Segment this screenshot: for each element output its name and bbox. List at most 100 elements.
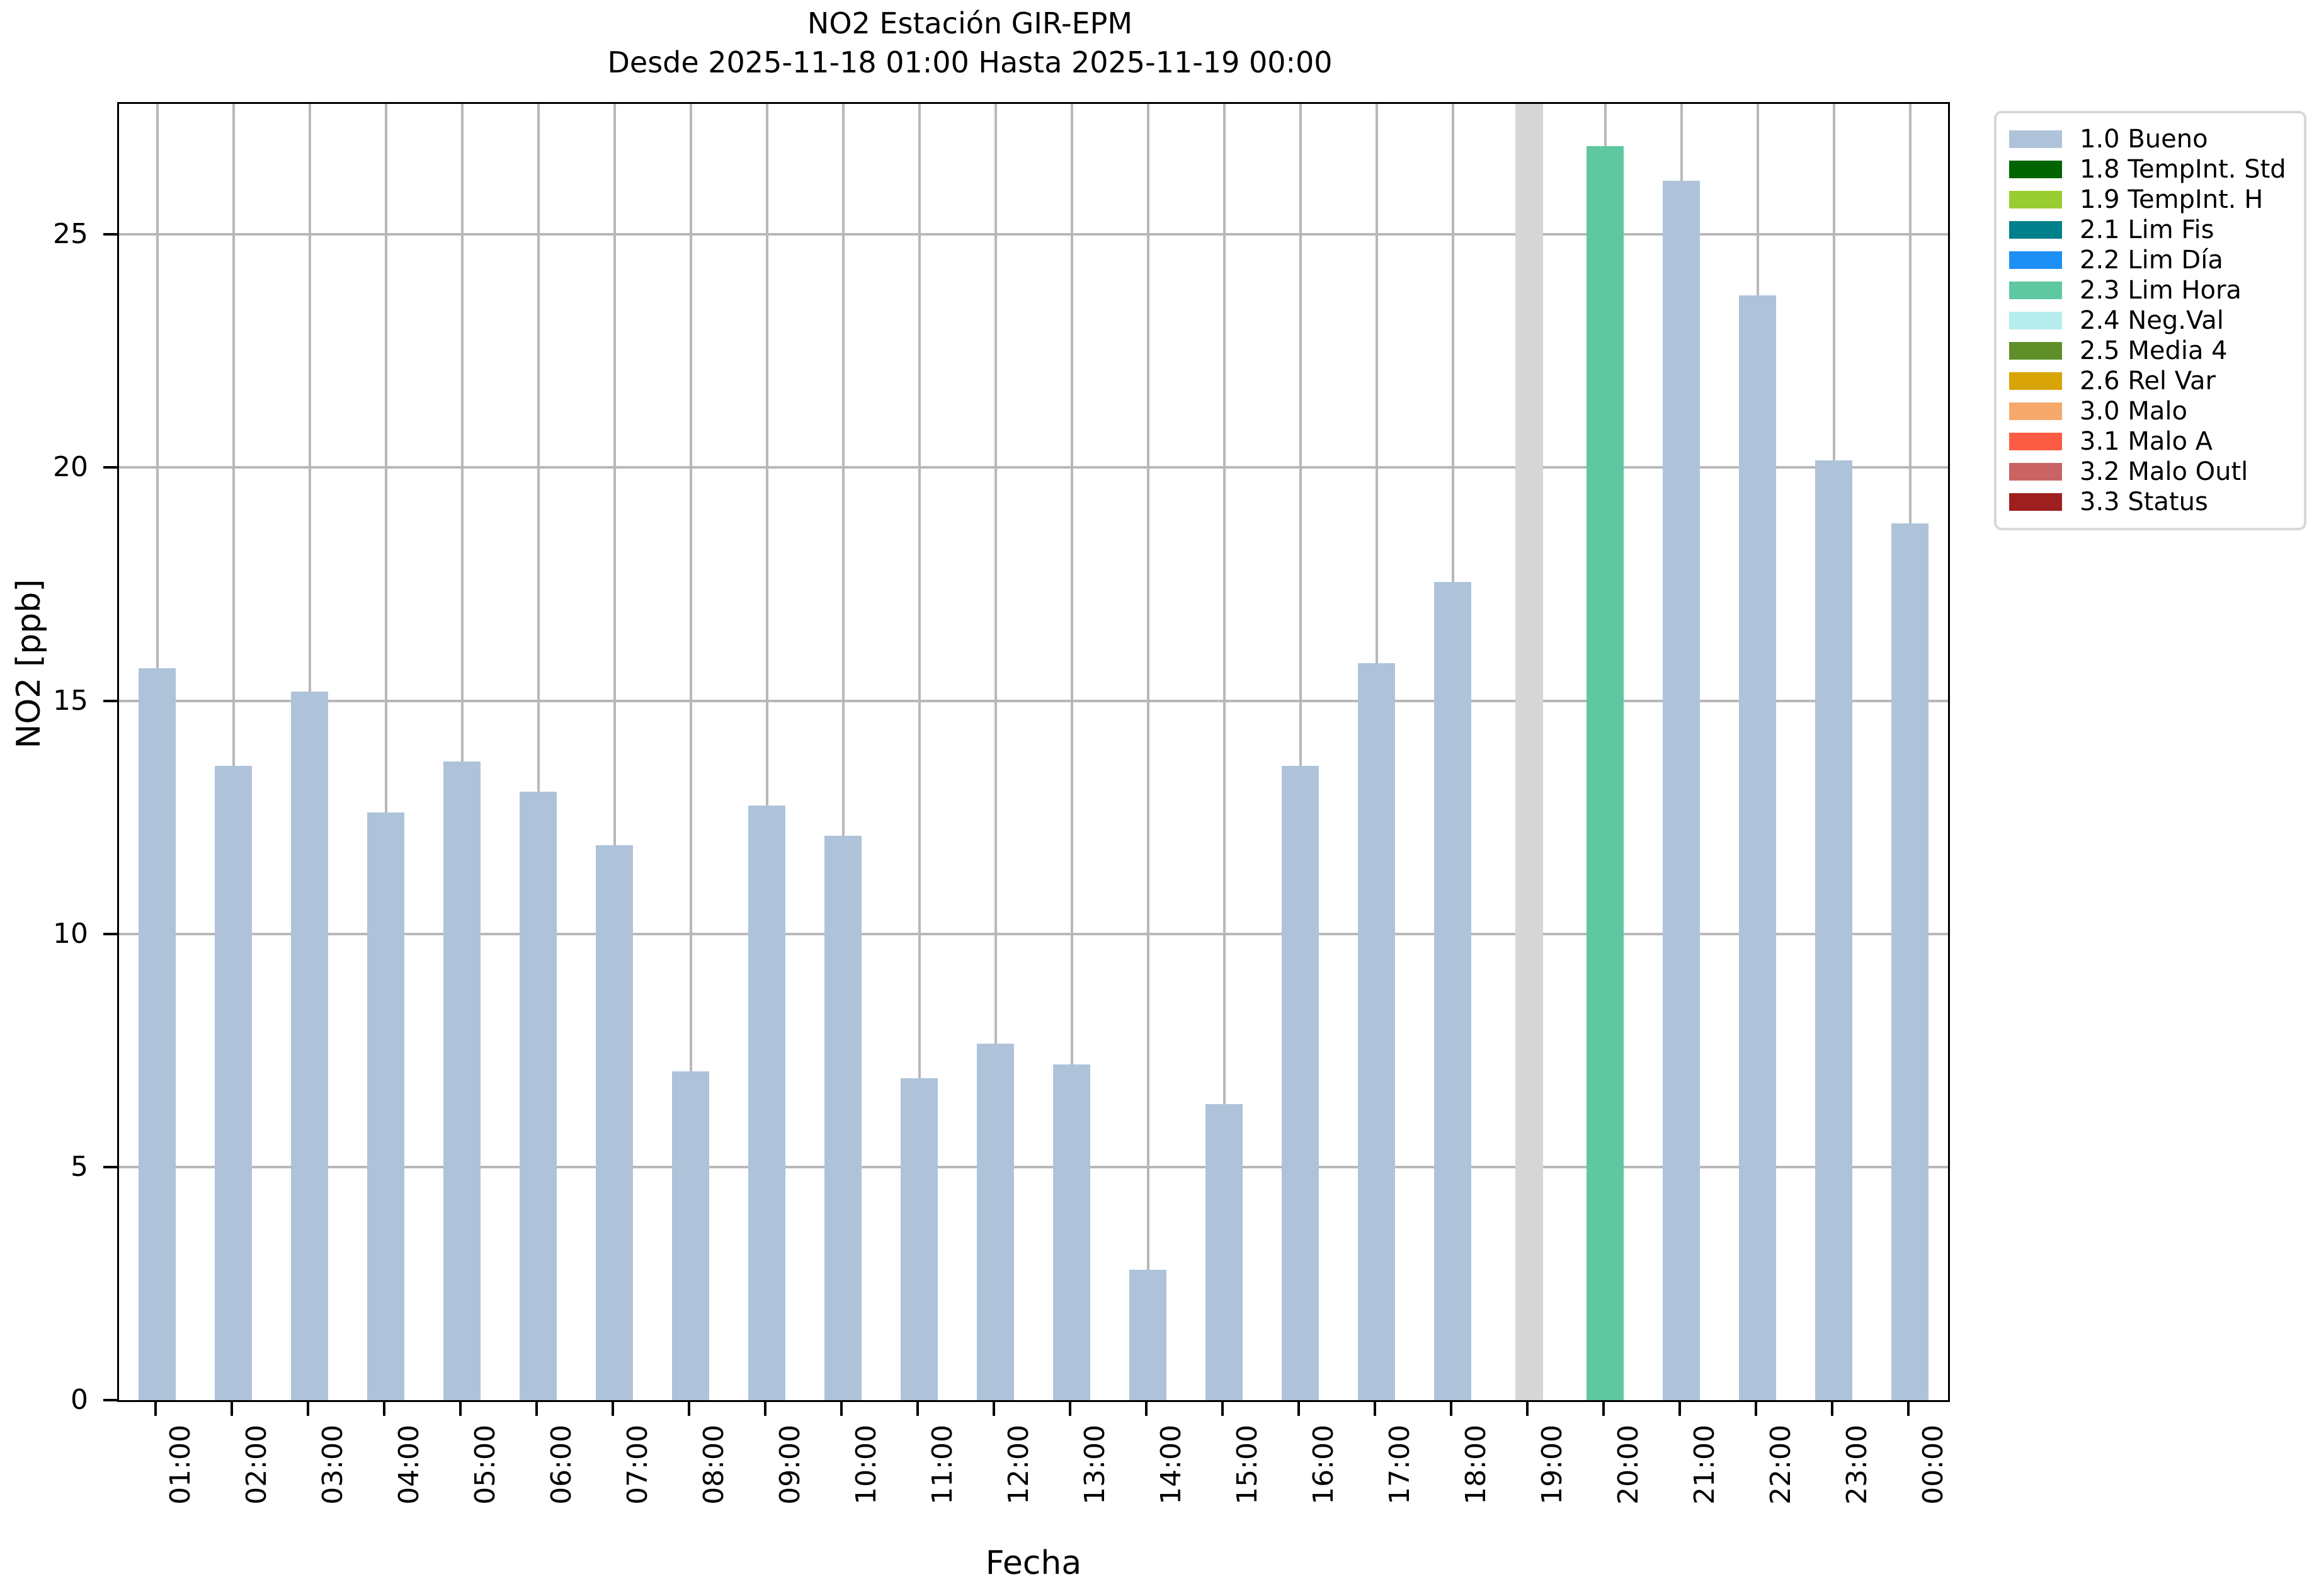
x-tick-mark [916, 1402, 919, 1416]
y-axis-ticks: 0 5 10 15 20 25 [0, 102, 117, 1414]
legend-swatch-icon [2009, 161, 2062, 178]
x-tick-mark [763, 1402, 766, 1416]
legend-item-label: 3.3 Status [2080, 487, 2208, 516]
bar[interactable] [824, 836, 862, 1400]
x-tick-label: 15:00 [1231, 1425, 1263, 1505]
bar[interactable] [748, 806, 785, 1400]
bar[interactable] [1205, 1103, 1243, 1400]
y-tick-mark [103, 1165, 117, 1168]
legend-swatch-icon [2009, 493, 2062, 511]
legend-item[interactable]: 2.3 Lim Hora [2009, 277, 2290, 304]
x-tick-mark [992, 1402, 995, 1416]
legend-swatch-icon [2009, 282, 2062, 299]
x-axis-ticks: 01:00 02:00 03:00 04:00 05:00 06:00 07:00 08:00… [117, 1402, 1950, 1591]
legend-item-label: 2.1 Lim Fis [2080, 215, 2214, 244]
gridline-vertical [841, 104, 845, 1400]
x-tick-mark [1373, 1402, 1376, 1416]
bar[interactable] [596, 845, 633, 1400]
x-axis-label: Fecha [985, 1544, 1082, 1582]
legend-item-label: 2.3 Lim Hora [2080, 276, 2242, 305]
legend-item[interactable]: 2.4 Neg.Val [2009, 307, 2290, 334]
x-tick-label: 03:00 [316, 1425, 349, 1505]
legend-item-label: 2.4 Neg.Val [2080, 306, 2224, 335]
x-tick-label: 11:00 [926, 1425, 959, 1505]
legend-item[interactable]: 1.0 Bueno [2009, 126, 2290, 152]
bar[interactable] [291, 691, 328, 1400]
legend-swatch-icon [2009, 433, 2062, 450]
x-tick-label: 19:00 [1536, 1425, 1568, 1505]
x-tick-label: 00:00 [1917, 1425, 1949, 1505]
gridline-vertical [1222, 104, 1226, 1400]
x-tick-label: 23:00 [1840, 1425, 1873, 1505]
gridline-vertical [232, 104, 235, 1400]
bar[interactable] [443, 761, 481, 1400]
legend-item-label: 3.0 Malo [2080, 397, 2187, 426]
bar[interactable] [215, 766, 252, 1400]
x-tick-label: 21:00 [1688, 1425, 1721, 1505]
legend-item[interactable]: 3.0 Malo [2009, 398, 2290, 425]
x-tick-label: 10:00 [850, 1425, 882, 1505]
bar[interactable] [1663, 181, 1700, 1400]
x-tick-mark [1754, 1402, 1757, 1416]
legend-item[interactable]: 1.8 TempInt. Std [2009, 156, 2290, 183]
legend-item[interactable]: 2.1 Lim Fis [2009, 217, 2290, 243]
bar[interactable] [1434, 581, 1471, 1400]
chart-subtitle: Desde 2025-11-18 01:00 Hasta 2025-11-19 … [607, 45, 1333, 79]
y-tick-label: 10 [53, 917, 88, 950]
x-tick-label: 09:00 [773, 1425, 806, 1505]
bar[interactable] [1053, 1064, 1090, 1400]
legend-item[interactable]: 2.2 Lim Día [2009, 247, 2290, 273]
x-tick-mark [687, 1402, 690, 1416]
x-tick-mark [1221, 1402, 1224, 1416]
chart-title-block: NO2 Estación GIR-EPM Desde 2025-11-18 01… [0, 4, 1940, 82]
legend-swatch-icon [2009, 191, 2062, 208]
bar[interactable] [367, 812, 404, 1400]
legend-item[interactable]: 2.5 Media 4 [2009, 338, 2290, 364]
legend-item[interactable]: 2.6 Rel Var [2009, 368, 2290, 394]
legend-item[interactable]: 1.9 TempInt. H [2009, 186, 2290, 213]
legend-item[interactable]: 3.2 Malo Outl [2009, 459, 2290, 485]
gridline-vertical [918, 104, 921, 1400]
bar[interactable] [1282, 766, 1319, 1400]
x-tick-label: 22:00 [1764, 1425, 1797, 1505]
x-tick-mark [1830, 1402, 1833, 1416]
gridline-vertical [384, 104, 387, 1400]
x-tick-mark [154, 1402, 157, 1416]
legend-item-label: 2.2 Lim Día [2080, 246, 2223, 275]
x-tick-mark [1068, 1402, 1071, 1416]
y-tick-mark [103, 932, 117, 935]
legend-item[interactable]: 3.3 Status [2009, 489, 2290, 515]
bar[interactable] [977, 1043, 1014, 1400]
y-tick-mark [103, 699, 117, 702]
gridline-vertical [689, 104, 692, 1400]
gridline-vertical [537, 104, 540, 1400]
bar[interactable] [520, 791, 557, 1400]
bar[interactable] [1815, 460, 1852, 1400]
bar[interactable] [1587, 145, 1624, 1400]
x-tick-mark [1449, 1402, 1452, 1416]
bar[interactable] [1358, 663, 1395, 1400]
x-tick-mark [459, 1402, 462, 1416]
x-tick-label: 01:00 [164, 1425, 197, 1505]
x-tick-mark [535, 1402, 538, 1416]
gridline-horizontal [119, 466, 1948, 469]
legend-item-label: 1.0 Bueno [2080, 125, 2208, 154]
bar[interactable] [1891, 523, 1929, 1400]
bar[interactable] [1739, 295, 1776, 1400]
legend-item-label: 1.9 TempInt. H [2080, 185, 2264, 214]
gridline-vertical [613, 104, 616, 1400]
bar[interactable] [672, 1071, 709, 1400]
legend-item-label: 2.5 Media 4 [2080, 336, 2228, 365]
legend-item[interactable]: 3.1 Malo A [2009, 428, 2290, 455]
y-tick-mark [103, 466, 117, 469]
gridline-horizontal [119, 699, 1948, 702]
x-tick-mark [382, 1402, 385, 1416]
bar[interactable] [1129, 1269, 1166, 1400]
y-tick-label: 0 [71, 1384, 88, 1416]
x-tick-mark [840, 1402, 843, 1416]
x-tick-label: 14:00 [1154, 1425, 1187, 1505]
bar[interactable] [901, 1078, 938, 1400]
legend-swatch-icon [2009, 312, 2062, 329]
bar[interactable] [139, 668, 176, 1400]
x-tick-label: 07:00 [621, 1425, 654, 1505]
